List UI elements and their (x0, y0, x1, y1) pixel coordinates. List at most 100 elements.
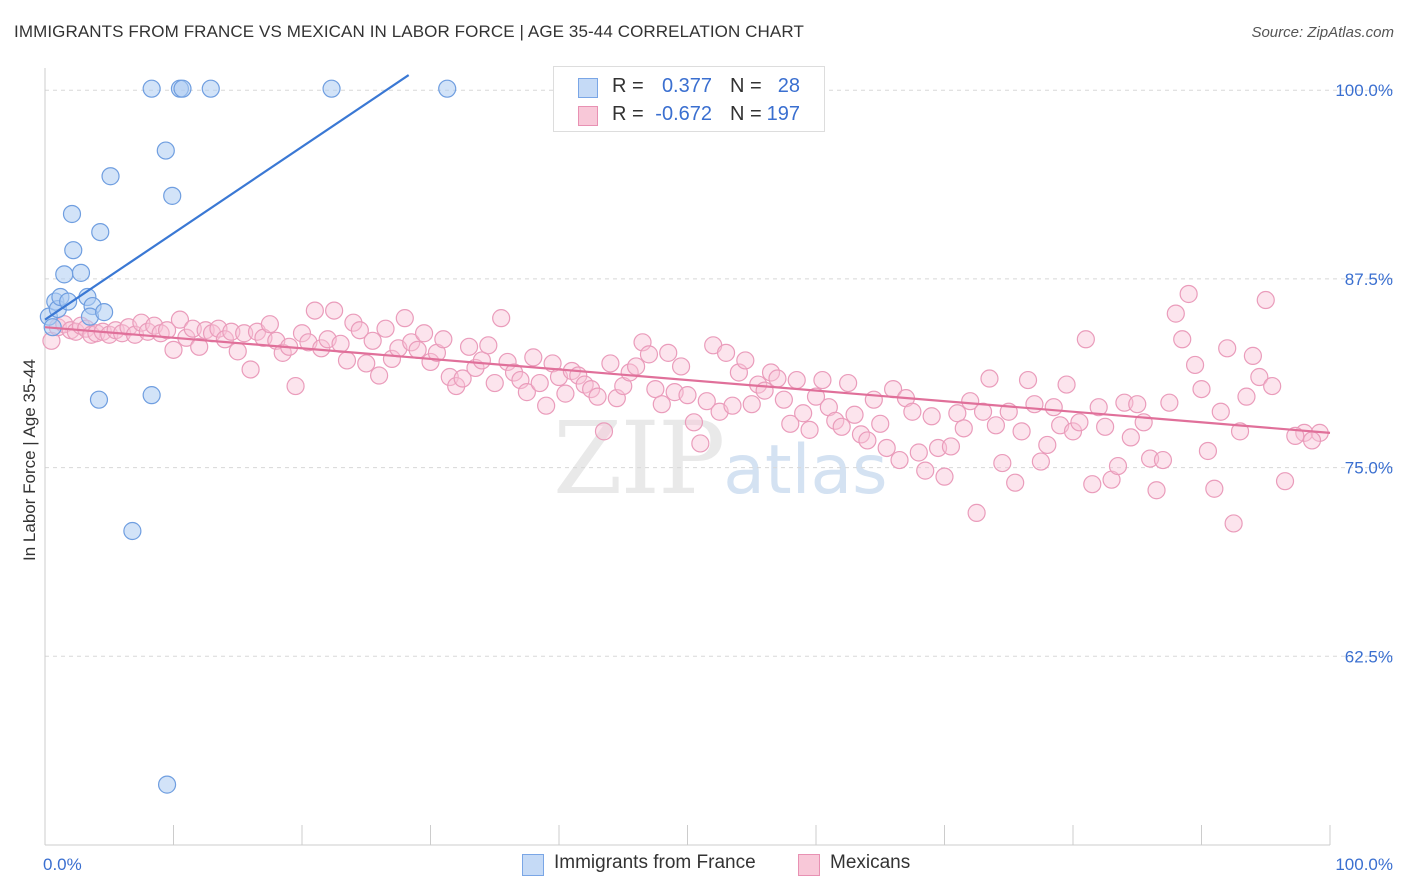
point-mexicans (903, 402, 922, 421)
point-mexicans (305, 301, 324, 320)
y-tick-label: 100.0% (1335, 81, 1393, 100)
point-mexicans (993, 453, 1012, 473)
point-france (163, 186, 182, 205)
point-mexicans (582, 379, 601, 399)
point-mexicans (1302, 431, 1322, 450)
point-france (123, 521, 142, 541)
point-mexicans (961, 392, 980, 411)
point-mexicans (588, 387, 607, 406)
point-mexicans (948, 404, 967, 423)
point-mexicans (684, 413, 704, 432)
point-mexicans (395, 309, 414, 328)
point-mexicans (157, 321, 177, 340)
point-mexicans (909, 443, 928, 462)
point-france (201, 79, 220, 98)
point-mexicans (941, 437, 961, 456)
point-mexicans (594, 422, 614, 441)
point-mexicans (659, 343, 678, 362)
point-mexicans (402, 333, 421, 352)
bottom-legend-swatch-mexicans (798, 854, 820, 876)
point-mexicans (864, 390, 883, 409)
point-mexicans (1173, 330, 1192, 349)
point-mexicans (986, 416, 1006, 435)
point-france (157, 775, 177, 794)
point-mexicans (1185, 355, 1205, 375)
point-mexicans (916, 461, 935, 480)
point-mexicans (260, 315, 279, 334)
point-mexicans (639, 345, 659, 364)
point-mexicans (1070, 413, 1089, 432)
point-mexicans (376, 319, 395, 338)
point-mexicans (241, 360, 260, 379)
point-france (89, 390, 109, 409)
point-mexicans (1286, 426, 1305, 445)
point-mexicans (492, 309, 511, 328)
legend-n-value-france: 28 (777, 75, 800, 97)
point-mexicans (1038, 435, 1057, 455)
point-mexicans (678, 386, 697, 405)
point-mexicans (1166, 304, 1185, 323)
point-mexicans (813, 370, 832, 390)
point-mexicans (967, 503, 986, 522)
y-tick-label: 75.0% (1345, 459, 1393, 478)
point-mexicans (325, 301, 344, 320)
point-france (173, 79, 192, 98)
point-mexicans (1121, 428, 1140, 447)
point-mexicans (787, 370, 806, 390)
point-france (142, 79, 161, 98)
point-mexicans (736, 351, 755, 370)
point-mexicans (1018, 370, 1038, 390)
point-mexicans (800, 420, 819, 439)
x-tick-label: 100.0% (1335, 855, 1393, 874)
point-mexicans (845, 405, 864, 424)
point-mexicans (331, 334, 350, 353)
y-tick-label: 62.5% (1345, 647, 1393, 666)
point-mexicans (1237, 387, 1256, 406)
point-mexicans (871, 414, 890, 433)
point-mexicans (1006, 473, 1025, 492)
point-mexicans (414, 324, 434, 343)
point-mexicans (1057, 375, 1076, 394)
trendline-france (44, 74, 410, 321)
legend-r-label: R = (612, 75, 644, 97)
point-mexicans (453, 369, 472, 388)
point-mexicans (472, 351, 491, 370)
point-france (62, 204, 82, 224)
legend-row-france: R = 0.377 N = 28 (554, 72, 824, 102)
point-mexicans (723, 396, 742, 415)
point-mexicans (1083, 475, 1102, 494)
point-france (322, 79, 341, 98)
point-france (156, 141, 175, 160)
point-france (101, 167, 120, 186)
point-france (71, 263, 91, 282)
point-mexicans (1179, 284, 1198, 304)
point-france (55, 265, 74, 284)
point-mexicans (530, 373, 549, 393)
legend-r-label: R = (612, 103, 644, 125)
bottom-legend-label-mexicans: Mexicans (830, 852, 911, 873)
point-mexicans (1192, 379, 1211, 399)
point-mexicans (1089, 398, 1108, 417)
bottom-legend-swatch-france (522, 854, 544, 876)
point-mexicans (344, 313, 363, 332)
point-mexicans (524, 348, 543, 367)
point-mexicans (504, 363, 524, 382)
point-mexicans (691, 434, 710, 453)
point-mexicans (1153, 450, 1173, 470)
point-mexicans (370, 366, 389, 385)
point-mexicans (890, 450, 909, 470)
point-mexicans (877, 438, 896, 458)
point-mexicans (716, 343, 736, 362)
legend-swatch-mexicans (578, 106, 598, 126)
point-france (95, 303, 114, 322)
trendline-mexicans (44, 326, 1331, 434)
x-tick-label: 0.0% (43, 855, 82, 874)
point-mexicans (170, 310, 190, 329)
point-mexicans (768, 369, 787, 388)
point-mexicans (190, 337, 209, 356)
point-mexicans (1012, 422, 1031, 441)
point-mexicans (1263, 376, 1282, 396)
point-mexicans (215, 330, 234, 349)
point-mexicans (537, 396, 556, 415)
watermark-zip: ZIP (553, 400, 725, 517)
